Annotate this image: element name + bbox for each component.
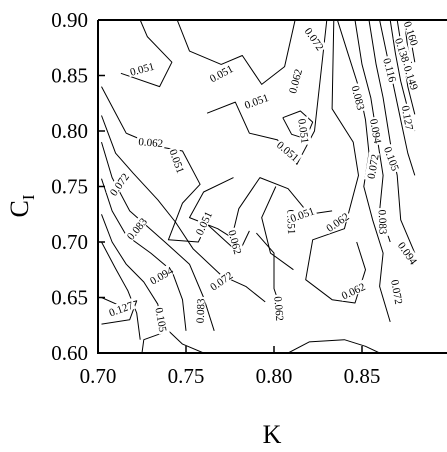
contour-label-bg-24 — [368, 116, 385, 146]
x-tick-label-0: 0.70 — [80, 364, 117, 388]
contour-label-bg-21 — [123, 214, 150, 243]
contour-label-bg-9 — [136, 134, 166, 149]
y-axis-title: CI — [5, 194, 38, 217]
y-tick-label-3: 0.75 — [51, 175, 88, 199]
contour-line-0_051-2 — [206, 20, 328, 165]
contour-label-13: 0.062 — [340, 281, 368, 302]
contour-label-5: 0.051 — [194, 210, 215, 238]
contour-label-bg-30 — [400, 102, 417, 133]
contour-line-0_072-9 — [101, 115, 266, 303]
contour-label-10: 0.062 — [287, 68, 305, 95]
contour-label-27: 0.105 — [381, 145, 401, 173]
contour-label-bg-19 — [389, 277, 406, 307]
contour-label-2: 0.051 — [243, 92, 270, 112]
contour-label-bg-16 — [106, 169, 132, 199]
contour-label-0: 0.051 — [129, 61, 156, 79]
contour-label-bg-4 — [274, 137, 303, 164]
contour-label-11: 0.062 — [225, 229, 243, 256]
axis-ticks: 0.70 0.75 0.80 0.85 0.60 0.65 0.70 0.75 0.80 0.85… — [51, 8, 380, 388]
contour-label-1: 0.051 — [208, 63, 235, 85]
contour-line-0_051-0 — [120, 20, 173, 88]
x-tick-label-1: 0.75 — [168, 364, 205, 388]
contour-label-bg-28 — [154, 304, 170, 335]
y-axis-title-main: C — [5, 200, 34, 217]
y-tick-label-5: 0.85 — [51, 64, 88, 88]
contour-label-bg-20 — [350, 82, 368, 113]
contour-line-0_062-25 — [287, 339, 380, 353]
contour-label-bg-14 — [273, 294, 287, 323]
contour-line-0_127-19 — [101, 297, 138, 325]
contour-label-bg-31 — [105, 298, 136, 319]
y-tick-label-1: 0.65 — [51, 286, 88, 310]
contour-label-22: 0.083 — [195, 298, 208, 324]
contour-label-30: 0.127 — [399, 105, 415, 132]
y-tick-label-6: 0.90 — [51, 8, 88, 32]
contour-label-8: 0.051 — [295, 118, 310, 144]
y-axis-title-sub: I — [19, 194, 38, 200]
contour-label-29: 0.116 — [380, 57, 398, 84]
contour-label-20: 0.083 — [349, 84, 367, 111]
contour-line-0_094-13 — [101, 178, 187, 331]
contour-line-0_051-1 — [176, 20, 296, 85]
x-tick-label-2: 0.80 — [256, 364, 293, 388]
contour-label-bg-0 — [126, 59, 157, 78]
y-tick-label-4: 0.80 — [51, 119, 88, 143]
contour-label-bg-5 — [192, 207, 215, 238]
contour-line-0_094-14 — [368, 20, 416, 254]
contour-label-33: 0.149 — [401, 64, 420, 92]
contour-label-18: 0.072 — [366, 153, 382, 179]
contour-label-bg-29 — [381, 54, 400, 85]
contour-label-bg-32 — [393, 34, 413, 65]
contour-label-bg-22 — [193, 296, 206, 325]
contour-label-9: 0.062 — [138, 136, 164, 150]
contour-label-bg-15 — [302, 23, 328, 54]
contour-label-bg-27 — [382, 143, 403, 174]
contour-label-bg-34 — [402, 20, 422, 49]
contour-label-bg-8 — [297, 116, 312, 146]
contour-label-28: 0.105 — [152, 307, 168, 334]
contour-label-bg-11 — [226, 226, 245, 257]
contour-label-19: 0.072 — [388, 279, 404, 305]
contour-line-0_105-16 — [379, 20, 416, 176]
contour-label-bg-1 — [206, 61, 236, 85]
x-tick-label-3: 0.85 — [344, 364, 381, 388]
y-tick-label-0: 0.60 — [51, 341, 88, 365]
x-axis-title: K — [263, 420, 282, 449]
contour-label-bg-2 — [241, 90, 272, 111]
contour-label-23: 0.083 — [376, 209, 389, 235]
contour-label-bg-17 — [206, 267, 236, 293]
contour-label-bg-3 — [167, 145, 188, 176]
contour-label-bg-26 — [395, 238, 421, 268]
contour-label-24: 0.094 — [367, 118, 383, 145]
contour-label-bg-10 — [285, 66, 304, 96]
contour-label-bg-7 — [286, 203, 318, 224]
contour-label-14: 0.062 — [271, 296, 285, 322]
contour-label-bg-12 — [322, 209, 352, 235]
contour-label-bg-18 — [364, 151, 380, 182]
contour-label-bg-33 — [402, 62, 422, 93]
contour-line-0_062-7 — [305, 20, 366, 304]
y-tick-label-2: 0.70 — [51, 230, 88, 254]
contour-label-bg-23 — [377, 207, 390, 237]
contour-line-0_051-4 — [261, 186, 294, 271]
contour-label-bg-13 — [337, 279, 369, 302]
contour-label-bg-25 — [146, 263, 177, 287]
contour-line-0_116-17 — [101, 241, 141, 340]
contour-line-0_051-3 — [189, 177, 333, 239]
contour-line-0_062-24 — [141, 330, 204, 353]
